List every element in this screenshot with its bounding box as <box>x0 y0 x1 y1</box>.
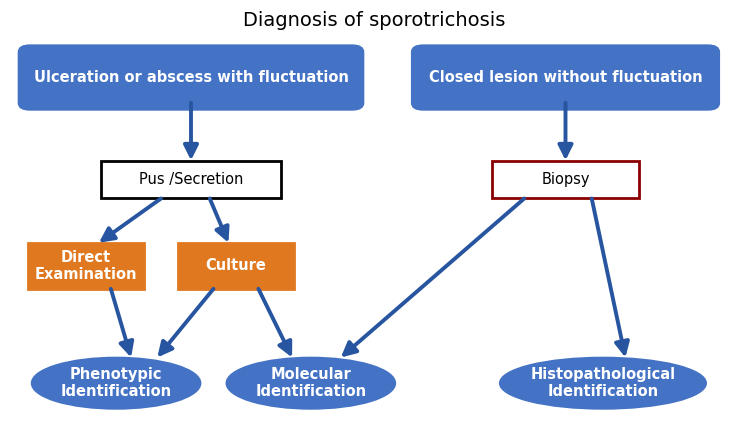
Text: Diagnosis of sporotrichosis: Diagnosis of sporotrichosis <box>243 11 506 30</box>
Ellipse shape <box>226 358 395 408</box>
Text: Direct
Examination: Direct Examination <box>35 249 137 282</box>
Text: Biopsy: Biopsy <box>542 172 589 187</box>
FancyBboxPatch shape <box>178 243 294 289</box>
Ellipse shape <box>500 358 706 408</box>
FancyBboxPatch shape <box>28 243 144 289</box>
Text: Ulceration or abscess with fluctuation: Ulceration or abscess with fluctuation <box>34 70 348 85</box>
FancyBboxPatch shape <box>101 161 281 198</box>
Ellipse shape <box>31 358 201 408</box>
FancyBboxPatch shape <box>493 161 638 198</box>
Text: Pus /Secretion: Pus /Secretion <box>139 172 243 187</box>
Text: Closed lesion without fluctuation: Closed lesion without fluctuation <box>428 70 703 85</box>
Text: Culture: Culture <box>205 258 267 273</box>
FancyBboxPatch shape <box>412 46 719 110</box>
Text: Histopathological
Identification: Histopathological Identification <box>530 367 676 400</box>
FancyBboxPatch shape <box>19 46 363 110</box>
Text: Phenotypic
Identification: Phenotypic Identification <box>61 367 172 400</box>
Text: Molecular
Identification: Molecular Identification <box>255 367 366 400</box>
